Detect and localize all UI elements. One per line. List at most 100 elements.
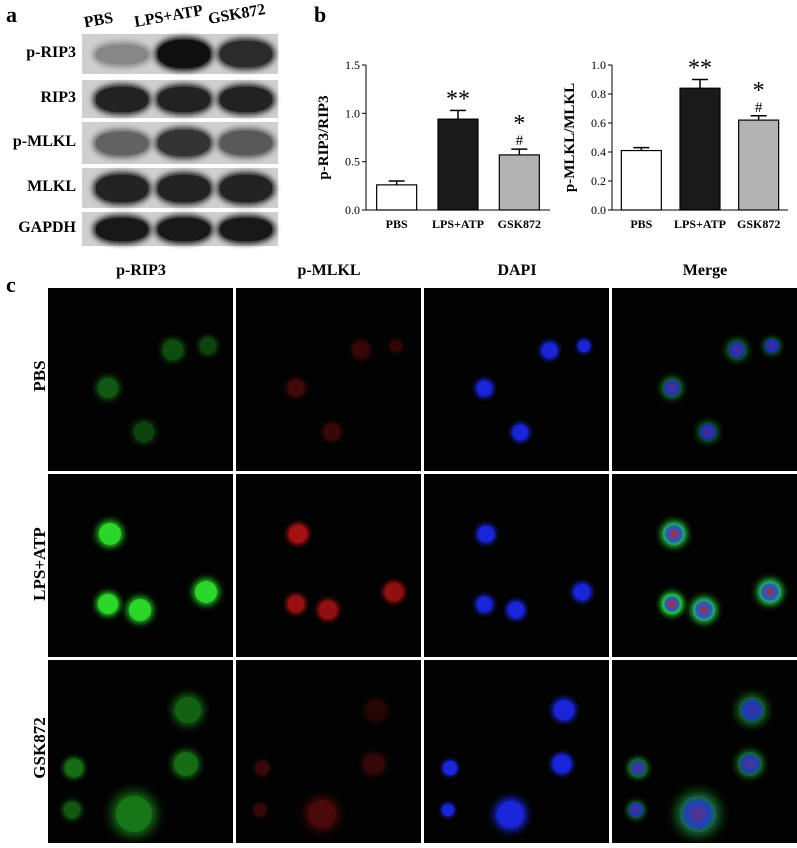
wb-band bbox=[96, 175, 148, 202]
wb-band bbox=[158, 87, 210, 112]
cell bbox=[195, 581, 217, 603]
cell bbox=[253, 803, 267, 817]
cell bbox=[730, 343, 744, 357]
cell bbox=[174, 752, 198, 776]
row-header-gsk872: GSK872 bbox=[30, 717, 49, 779]
wb-strip bbox=[82, 168, 278, 208]
wb-band bbox=[158, 218, 210, 241]
wb-strip bbox=[82, 34, 278, 74]
cell bbox=[134, 422, 154, 442]
cell bbox=[669, 529, 679, 539]
cell bbox=[668, 600, 676, 608]
micrograph-lps+atp-dapi bbox=[424, 474, 609, 657]
wb-band bbox=[220, 87, 272, 112]
cell bbox=[762, 584, 778, 600]
micrograph-pbs-p-rip3 bbox=[48, 288, 233, 471]
y-tick-label: 1.5 bbox=[345, 58, 360, 72]
x-tick-label: PBS bbox=[386, 217, 408, 231]
col-header-merge: Merge bbox=[682, 262, 728, 279]
bar bbox=[437, 118, 479, 211]
micrograph-gsk872-dapi bbox=[424, 660, 609, 843]
micrograph-pbs-merge bbox=[612, 288, 797, 471]
row-header-pbs: PBS bbox=[30, 360, 49, 392]
y-tick-label: 0.8 bbox=[591, 87, 606, 101]
wb-band bbox=[158, 130, 210, 156]
wb-band bbox=[96, 218, 148, 241]
bar bbox=[738, 119, 780, 211]
cell bbox=[116, 796, 152, 832]
cell bbox=[364, 754, 384, 774]
x-tick-label: GSK872 bbox=[737, 217, 780, 231]
significance-annotation: ** bbox=[688, 56, 712, 82]
cell bbox=[701, 425, 715, 439]
cell bbox=[541, 342, 557, 358]
cell bbox=[632, 806, 640, 814]
micrograph-pbs-p-mlkl bbox=[236, 288, 421, 471]
wb-row-label: GAPDH bbox=[18, 219, 76, 236]
cell bbox=[477, 525, 495, 543]
panel-a-letter: a bbox=[6, 2, 17, 27]
cell bbox=[766, 340, 778, 352]
cell bbox=[289, 525, 307, 543]
wb-band bbox=[220, 175, 272, 202]
bar bbox=[376, 184, 418, 211]
bar bbox=[620, 149, 662, 211]
cell bbox=[324, 424, 340, 440]
wb-row-label: p-MLKL bbox=[12, 133, 76, 150]
col-header-p-rip3: p-RIP3 bbox=[116, 262, 166, 279]
cell bbox=[385, 583, 403, 601]
cell bbox=[99, 523, 121, 545]
y-tick-label: 0.4 bbox=[591, 145, 606, 159]
micrograph-lps+atp-p-mlkl bbox=[236, 474, 421, 657]
cell bbox=[254, 760, 270, 776]
cell bbox=[307, 799, 337, 829]
cell bbox=[630, 804, 642, 816]
significance-annotation: ** bbox=[446, 86, 470, 112]
cell bbox=[765, 587, 775, 597]
wb-band bbox=[220, 218, 272, 241]
bar bbox=[679, 87, 721, 211]
x-tick-label: LPS+ATP bbox=[432, 217, 484, 231]
wb-row-label: p-RIP3 bbox=[26, 44, 76, 61]
cell bbox=[631, 761, 645, 775]
cell bbox=[741, 755, 759, 773]
cell bbox=[742, 700, 762, 720]
y-tick-label: 0.0 bbox=[591, 203, 606, 217]
panel-c-letter: c bbox=[6, 272, 16, 297]
cell bbox=[507, 601, 525, 619]
cell bbox=[685, 801, 711, 827]
y-tick-label: 1.0 bbox=[345, 106, 360, 120]
cell bbox=[65, 759, 83, 777]
cell bbox=[476, 596, 492, 612]
wb-band bbox=[96, 132, 148, 155]
micrograph-lps+atp-p-rip3 bbox=[48, 474, 233, 657]
wb-row-label: MLKL bbox=[27, 178, 76, 195]
micrograph-pbs-dapi bbox=[424, 288, 609, 471]
wb-strip bbox=[82, 80, 278, 118]
hash-annotation: # bbox=[755, 100, 763, 116]
y-tick-label: 0.0 bbox=[345, 203, 360, 217]
wb-band bbox=[96, 87, 148, 112]
significance-annotation: * bbox=[513, 111, 525, 137]
row-header-lps-atp: LPS+ATP bbox=[30, 527, 49, 601]
cell bbox=[353, 342, 369, 358]
wb-band bbox=[158, 40, 210, 68]
wb-row-label: RIP3 bbox=[40, 89, 76, 106]
significance-annotation: * bbox=[753, 78, 765, 104]
cell bbox=[665, 381, 679, 395]
cell bbox=[768, 342, 776, 350]
y-tick-label: 0.6 bbox=[591, 116, 606, 130]
cell bbox=[704, 428, 712, 436]
cell bbox=[476, 380, 492, 396]
cell bbox=[745, 759, 755, 769]
cell bbox=[64, 802, 80, 818]
wb-band bbox=[96, 45, 148, 64]
cell bbox=[365, 699, 387, 721]
hash-annotation: # bbox=[516, 133, 524, 149]
cell bbox=[696, 602, 712, 618]
cell bbox=[496, 800, 524, 828]
x-tick-label: GSK872 bbox=[498, 217, 541, 231]
bar bbox=[498, 154, 540, 211]
cell bbox=[98, 378, 118, 398]
cell bbox=[288, 596, 304, 612]
